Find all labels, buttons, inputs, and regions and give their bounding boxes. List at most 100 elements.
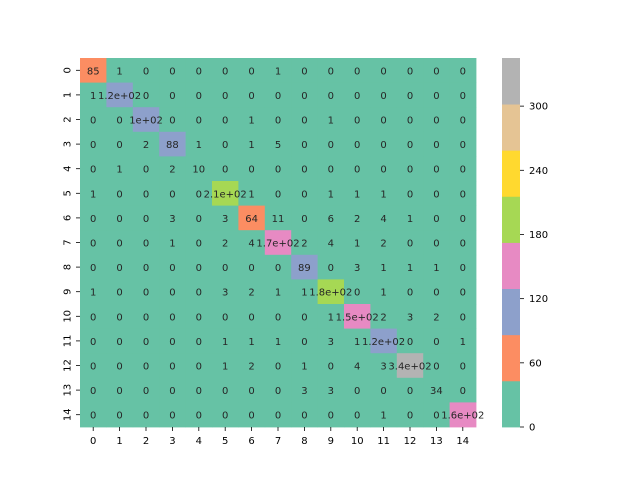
colorbar-tick-label: 240: [529, 166, 548, 177]
y-tick-label: 10: [63, 310, 74, 323]
cell-value-label: 10: [192, 165, 205, 176]
heatmap-cell: [370, 131, 398, 157]
cell-value-label: 0: [354, 386, 360, 397]
heatmap-cell: [238, 304, 266, 329]
heatmap-cell: [80, 328, 107, 354]
cell-value-label: 1: [328, 312, 334, 323]
cell-value-label: 0: [301, 66, 307, 77]
cell-value-label: 1: [90, 189, 96, 200]
cell-value-label: 0: [222, 66, 228, 77]
heatmap-cell: [291, 107, 318, 133]
heatmap-cell: [212, 402, 239, 428]
heatmap-cell: [212, 131, 239, 157]
heatmap-cell: [449, 304, 477, 329]
heatmap-cell: [344, 328, 371, 354]
heatmap-cell: [212, 107, 239, 133]
cell-value-label: 0: [143, 91, 149, 102]
cell-value-label: 4: [354, 362, 360, 373]
cell-value-label: 0: [143, 165, 149, 176]
cell-value-label: 0: [301, 91, 307, 102]
cell-value-label: 0: [301, 214, 307, 225]
cell-value-label: 0: [116, 411, 122, 422]
heatmap-cell: [317, 205, 345, 231]
colorbar-tick-label: 0: [529, 423, 535, 434]
cell-value-label: 1: [328, 189, 334, 200]
heatmap-cell: [344, 279, 371, 305]
cell-value-label: 1.2e+02: [98, 91, 141, 102]
colorbar-segment: [502, 242, 520, 290]
heatmap-cell: [264, 58, 292, 83]
heatmap-cell: [370, 205, 398, 231]
cell-value-label: 2.1e+02: [204, 189, 247, 200]
heatmap-cell: [317, 58, 345, 83]
cell-value-label: 0: [196, 386, 202, 397]
y-tick-label: 12: [63, 359, 74, 372]
cell-value-label: 1: [380, 288, 386, 299]
cell-value-label: 0: [433, 362, 439, 373]
heatmap-cell: [396, 205, 424, 231]
cell-value-label: 3: [169, 214, 175, 225]
heatmap-cell: [159, 230, 186, 256]
heatmap-cell: [80, 58, 107, 83]
heatmap-cell: [106, 402, 134, 428]
cell-value-label: 1: [380, 189, 386, 200]
heatmap-cell: [106, 82, 134, 108]
cell-value-label: 0: [143, 362, 149, 373]
heatmap-cell: [132, 107, 160, 133]
heatmap-cell: [106, 58, 134, 83]
heatmap-cell: [396, 107, 424, 133]
heatmap-cell: [185, 82, 213, 108]
y-tick-label: 13: [63, 384, 74, 397]
heatmap-cell: [370, 82, 398, 108]
cell-value-label: 0: [354, 140, 360, 151]
heatmap-cell: [80, 254, 107, 280]
cell-value-label: 0: [196, 288, 202, 299]
heatmap-cell: [106, 353, 134, 379]
heatmap-cell: [396, 377, 424, 403]
heatmap-cell: [106, 279, 134, 305]
cell-value-label: 0: [90, 337, 96, 348]
heatmap-cell: [106, 156, 134, 182]
heatmap-cell: [317, 353, 345, 379]
cell-value-label: 0: [354, 411, 360, 422]
heatmap-cell: [344, 205, 371, 231]
heatmap-cell: [423, 181, 450, 206]
cell-value-label: 0: [90, 411, 96, 422]
heatmap-cell: [80, 402, 107, 428]
cell-value-label: 2: [222, 239, 228, 250]
cell-value-label: 0: [460, 214, 466, 225]
x-tick-label: 6: [248, 436, 254, 447]
heatmap-cell: [185, 58, 213, 83]
cell-value-label: 1.8e+02: [309, 288, 352, 299]
cell-value-label: 0: [222, 312, 228, 323]
heatmap-cell: [80, 181, 107, 206]
cell-value-label: 0: [196, 91, 202, 102]
cell-value-label: 0: [275, 91, 281, 102]
cell-value-label: 1e+02: [129, 116, 163, 127]
cell-value-label: 0: [433, 239, 439, 250]
heatmap-cell: [80, 82, 107, 108]
cell-value-label: 0: [116, 116, 122, 127]
heatmap-cell: [264, 156, 292, 182]
cell-value-label: 0: [248, 263, 254, 274]
cell-value-label: 0: [354, 66, 360, 77]
cell-value-label: 1: [354, 239, 360, 250]
cell-value-label: 0: [407, 411, 413, 422]
x-tick-label: 7: [275, 436, 281, 447]
cell-value-label: 0: [433, 337, 439, 348]
cell-value-label: 0: [460, 66, 466, 77]
heatmap-cell: [159, 254, 186, 280]
cell-value-label: 64: [245, 214, 258, 225]
cell-value-label: 0: [143, 312, 149, 323]
heatmap-cell: [185, 230, 213, 256]
cell-value-label: 0: [143, 337, 149, 348]
heatmap-cell: [370, 328, 398, 354]
heatmap-cell: [317, 82, 345, 108]
heatmap-cell: [291, 230, 318, 256]
heatmap-cell: [423, 279, 450, 305]
heatmap-cell: [106, 107, 134, 133]
cell-value-label: 0: [275, 116, 281, 127]
x-tick-label: 13: [430, 436, 443, 447]
heatmap-cell: [159, 304, 186, 329]
cell-value-label: 0: [301, 140, 307, 151]
